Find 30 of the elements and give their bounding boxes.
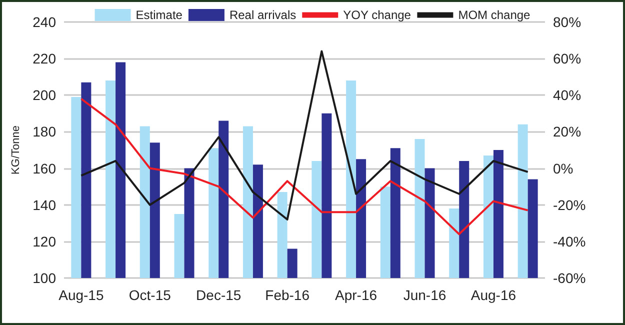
y2-tick-label: 80% bbox=[553, 14, 582, 30]
y2-tick-label: -20% bbox=[553, 196, 586, 213]
y-tick-label: 220 bbox=[32, 50, 56, 67]
legend-label: YOY change bbox=[343, 8, 412, 22]
y-axis-title: KG/Tonne bbox=[10, 126, 22, 174]
line-series bbox=[80, 50, 529, 220]
y2-tick-label: -60% bbox=[553, 270, 586, 286]
y-tick-label: 180 bbox=[32, 124, 56, 140]
x-tick-label: Aug-16 bbox=[470, 287, 516, 303]
x-tick-label: Jun-16 bbox=[403, 287, 446, 303]
y-tick-label: 100 bbox=[32, 270, 56, 286]
y2-tick-label: -40% bbox=[553, 233, 586, 250]
y2-tick-label: 40% bbox=[553, 87, 582, 104]
x-tick-label: Oct-15 bbox=[128, 287, 172, 303]
y-tick-label: 200 bbox=[32, 87, 56, 104]
x-tick-label: Dec-15 bbox=[196, 287, 242, 303]
x-tick-label: Feb-16 bbox=[265, 287, 310, 303]
x-tick-label: Apr-16 bbox=[335, 287, 378, 303]
line-series bbox=[80, 98, 529, 236]
y2-tick-label: 60% bbox=[553, 50, 582, 67]
legend-label: Estimate bbox=[136, 8, 183, 22]
legend-label: MOM change bbox=[458, 8, 531, 22]
y2-tick-label: 0% bbox=[553, 160, 574, 176]
x-tick-label: Aug-15 bbox=[58, 287, 104, 303]
legend-label: Real arrivals bbox=[229, 8, 296, 22]
y-tick-label: 160 bbox=[32, 160, 56, 176]
y-tick-label: 140 bbox=[32, 196, 56, 213]
y-tick-label: 120 bbox=[32, 233, 56, 250]
y-tick-label: 240 bbox=[32, 14, 56, 30]
y2-tick-label: 20% bbox=[553, 124, 582, 140]
